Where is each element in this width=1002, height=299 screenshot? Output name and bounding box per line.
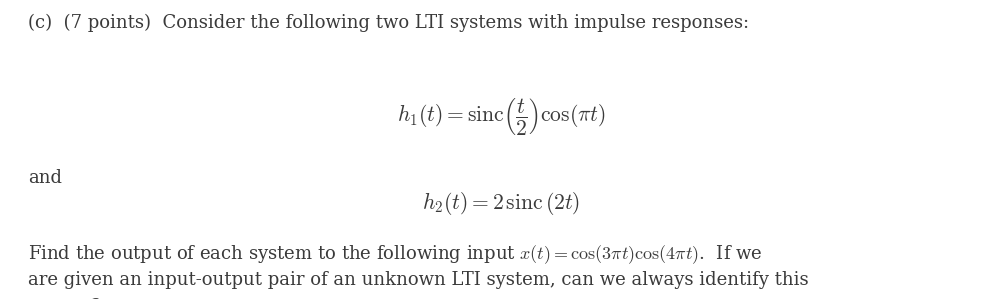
Text: (c)  (7 points)  Consider the following two LTI systems with impulse responses:: (c) (7 points) Consider the following tw… xyxy=(28,13,748,32)
Text: $h_1(t) = \mathrm{sinc}\left(\dfrac{t}{2}\right)\cos(\pi t)$: $h_1(t) = \mathrm{sinc}\left(\dfrac{t}{2… xyxy=(397,96,605,137)
Text: $h_2(t) = 2\,\mathrm{sinc}\,(2t)$: $h_2(t) = 2\,\mathrm{sinc}\,(2t)$ xyxy=(422,190,580,217)
Text: and: and xyxy=(28,169,62,187)
Text: Find the output of each system to the following input $x(t) = \cos(3\pi t)\cos(4: Find the output of each system to the fo… xyxy=(28,244,762,266)
Text: system?: system? xyxy=(28,298,101,299)
Text: are given an input-output pair of an unknown LTI system, can we always identify : are given an input-output pair of an unk… xyxy=(28,271,808,289)
